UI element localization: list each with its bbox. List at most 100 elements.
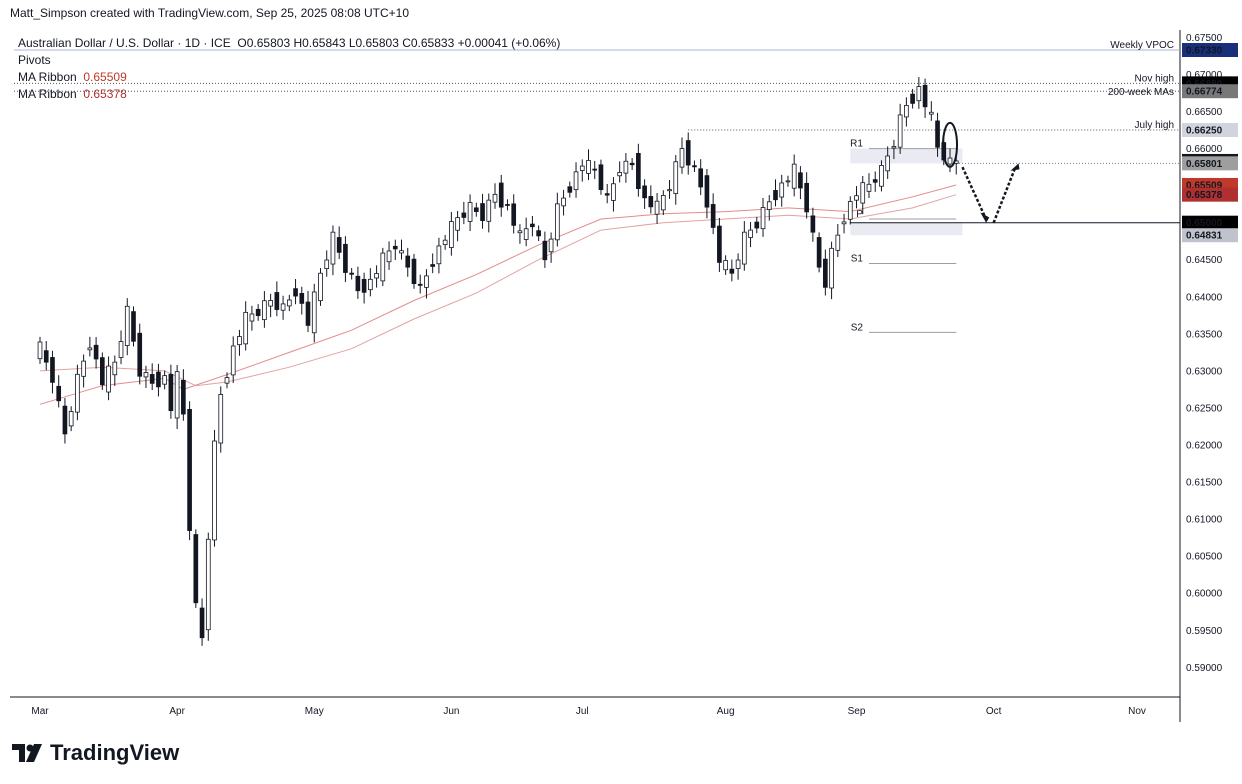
candle-body <box>517 230 523 234</box>
candle-body <box>530 223 535 228</box>
pivots-indicator[interactable]: Pivots <box>18 53 51 67</box>
time-tick-label: Jun <box>443 706 459 717</box>
candle-body <box>62 405 68 435</box>
candle-body <box>143 372 149 378</box>
candle-body <box>56 385 62 402</box>
candle-body <box>405 255 411 268</box>
support-zone <box>850 148 963 164</box>
candle-body <box>87 347 93 351</box>
price-tick-label: 0.59500 <box>1186 626 1223 637</box>
ma-ribbon-indicator-2[interactable]: MA Ribbon 0.65378 <box>18 86 560 103</box>
price-badge-label: 0.66250 <box>1186 126 1223 137</box>
candle-body <box>449 221 454 248</box>
candle-body <box>879 165 884 187</box>
candle-body <box>156 371 161 388</box>
ma-ribbon-label: MA Ribbon <box>18 87 77 101</box>
candle-body <box>586 160 591 174</box>
candle-body <box>374 273 379 279</box>
candle-body <box>798 172 803 189</box>
candle-body <box>710 204 716 228</box>
time-tick-label: Aug <box>717 706 735 717</box>
candle-body <box>424 275 429 288</box>
candle-body <box>804 182 809 213</box>
candle-body <box>511 203 517 226</box>
candle-body <box>386 250 392 263</box>
projection-arrow-down <box>961 166 986 216</box>
price-badge <box>1182 123 1238 138</box>
candle-body <box>430 264 436 267</box>
candle-body <box>536 230 541 237</box>
candle-body <box>50 357 55 383</box>
candle-body <box>299 292 305 304</box>
pivot-label: S1 <box>851 253 864 264</box>
candle-body <box>698 168 704 188</box>
symbol-line: Australian Dollar / U.S. Dollar · 1D · I… <box>18 35 560 52</box>
ohlc-values: O0.65803 H0.65843 L0.65803 C0.65833 +0.0… <box>237 36 561 50</box>
candle-body <box>106 365 111 393</box>
price-badge-label: 0.65801 <box>1186 159 1223 170</box>
candle-body <box>368 278 373 291</box>
candle-body <box>43 350 49 363</box>
pivot-label: P <box>856 209 863 220</box>
candle-body <box>928 111 934 115</box>
arrow-head-down <box>980 212 990 223</box>
candle-body <box>436 245 442 265</box>
candle-body <box>872 179 878 183</box>
level-label: Weekly VPOC <box>1110 40 1174 51</box>
candle-body <box>349 272 354 275</box>
candle-body <box>673 161 679 195</box>
candle-body <box>561 197 566 207</box>
price-badge <box>1182 215 1238 230</box>
candle-body <box>461 212 467 218</box>
candle-body <box>199 607 205 639</box>
candle-body <box>766 201 772 210</box>
candle-body <box>305 301 311 326</box>
time-tick-label: Mar <box>31 706 49 717</box>
candle-body <box>417 283 423 286</box>
candle-body <box>174 371 180 419</box>
price-tick-label: 0.66500 <box>1186 107 1223 118</box>
price-tick-label: 0.61500 <box>1186 478 1223 489</box>
price-badge-label: 0.65509 <box>1186 180 1223 191</box>
candle-body <box>629 162 635 166</box>
symbol-title[interactable]: Australian Dollar / U.S. Dollar · 1D · I… <box>18 36 231 50</box>
candle-body <box>654 200 660 215</box>
time-tick-label: Apr <box>169 706 185 717</box>
candle-body <box>623 160 629 174</box>
chart-legend: Australian Dollar / U.S. Dollar · 1D · I… <box>18 35 560 103</box>
pivot-label: R1 <box>850 139 863 150</box>
price-tick-label: 0.61000 <box>1186 515 1223 526</box>
price-badge <box>1182 187 1238 202</box>
price-tick-label: 0.63000 <box>1186 366 1223 377</box>
candle-body <box>555 203 560 241</box>
candle-body <box>897 114 903 148</box>
candle-body <box>785 180 791 183</box>
time-tick-label: Oct <box>986 706 1002 717</box>
candle-body <box>642 185 647 199</box>
candle-body <box>149 374 155 384</box>
candle-body <box>262 300 267 321</box>
candle-body <box>411 258 417 285</box>
candle-body <box>548 238 554 253</box>
time-tick-label: Jul <box>576 706 589 717</box>
price-badge <box>1182 156 1238 171</box>
candle-body <box>224 377 230 384</box>
candle-body <box>523 228 529 240</box>
ma-ribbon-indicator-1[interactable]: MA Ribbon 0.65509 <box>18 69 560 86</box>
candle-body <box>592 168 598 171</box>
candle-body <box>542 240 548 261</box>
level-label: July high <box>1135 120 1174 131</box>
ma-ribbon-line <box>39 194 957 387</box>
time-tick-label: Sep <box>848 706 866 717</box>
candle-body <box>399 250 404 254</box>
price-tick-label: 0.60000 <box>1186 589 1223 600</box>
price-badge-label: 0.65378 <box>1186 190 1223 201</box>
projection-arrow-up <box>992 166 1017 224</box>
candle-body <box>343 243 348 273</box>
candle-body <box>866 183 872 192</box>
price-tick-label: 0.63500 <box>1186 329 1223 340</box>
candle-body <box>81 360 86 377</box>
price-badge-label: 0.65000 <box>1186 218 1223 229</box>
candle-body <box>816 237 822 268</box>
